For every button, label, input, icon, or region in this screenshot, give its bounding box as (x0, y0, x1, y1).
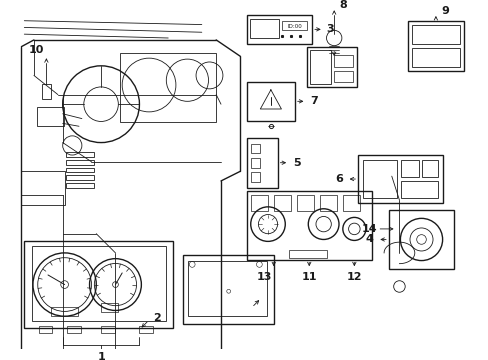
Bar (309, 50, 331, 84)
Bar (362, 160, 396, 198)
Bar (246, 138, 277, 188)
Bar (182, 255, 273, 324)
Text: 12: 12 (346, 272, 361, 282)
Text: 8: 8 (338, 0, 346, 10)
Bar (21, 171, 64, 205)
Bar (249, 19, 278, 38)
Bar (250, 158, 260, 167)
Bar (250, 195, 267, 211)
Bar (307, 47, 357, 87)
Text: 14: 14 (361, 224, 377, 234)
Bar (39, 326, 52, 333)
Bar (296, 195, 313, 211)
Bar (421, 160, 437, 177)
Text: 4: 4 (365, 234, 373, 244)
Bar (333, 55, 353, 67)
Bar (37, 107, 63, 126)
Bar (101, 303, 118, 312)
Bar (188, 261, 266, 316)
Bar (246, 82, 294, 121)
Bar (342, 195, 359, 211)
Text: 6: 6 (334, 174, 342, 184)
Text: 5: 5 (292, 158, 300, 168)
Bar (333, 71, 353, 82)
Bar (401, 160, 418, 177)
Bar (24, 242, 173, 328)
Bar (65, 167, 94, 172)
Bar (411, 24, 459, 44)
Bar (246, 15, 311, 44)
Text: 3: 3 (326, 24, 333, 34)
Text: 10: 10 (29, 45, 44, 54)
Text: 13: 13 (256, 272, 271, 282)
Bar (65, 183, 94, 188)
Bar (246, 190, 371, 260)
Bar (32, 246, 166, 321)
Bar (120, 53, 216, 122)
Bar (357, 155, 442, 203)
Text: 11: 11 (301, 272, 316, 282)
Bar (407, 21, 463, 71)
Bar (411, 48, 459, 67)
Bar (250, 144, 260, 153)
Text: 9: 9 (441, 6, 448, 16)
Bar (273, 195, 290, 211)
Bar (65, 152, 94, 157)
Bar (250, 172, 260, 182)
Bar (65, 160, 94, 165)
Bar (139, 326, 153, 333)
Bar (282, 21, 307, 30)
Bar (67, 326, 81, 333)
Bar (65, 175, 94, 180)
Text: 1: 1 (97, 351, 105, 360)
Bar (319, 195, 336, 211)
Bar (388, 210, 453, 269)
Bar (401, 181, 437, 198)
Bar (288, 250, 327, 258)
Text: 7: 7 (309, 96, 317, 106)
Text: ID:00: ID:00 (287, 24, 302, 29)
Text: 2: 2 (153, 313, 160, 323)
Bar (101, 326, 114, 333)
Bar (41, 84, 51, 99)
Bar (51, 307, 78, 316)
